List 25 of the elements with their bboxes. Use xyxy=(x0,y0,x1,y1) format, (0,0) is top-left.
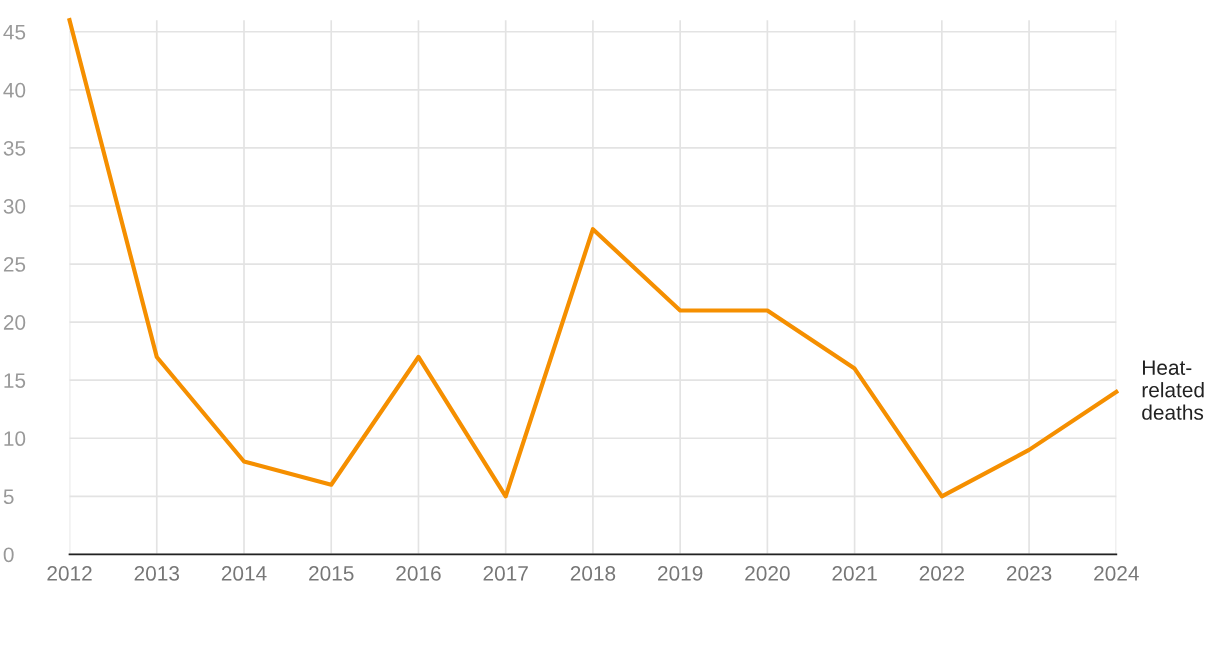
y-tick-label: 0 xyxy=(3,547,14,563)
x-tick-label: 2013 xyxy=(134,566,180,581)
x-tick-label: 2024 xyxy=(1094,566,1139,581)
y-tick-label: 40 xyxy=(3,82,26,98)
x-tick-label: 2016 xyxy=(396,566,441,581)
x-tick-label: 2018 xyxy=(570,566,616,581)
x-tick-label: 2023 xyxy=(1006,566,1052,581)
y-tick-label: 20 xyxy=(3,315,26,330)
y-tick-label: 30 xyxy=(3,198,26,214)
y-tick-label: 35 xyxy=(3,140,26,156)
line-series xyxy=(67,18,1119,499)
y-tick-label: 25 xyxy=(3,257,26,272)
y-tick-label: 45 xyxy=(3,24,26,40)
x-tick-label: 2021 xyxy=(832,566,877,581)
x-tick-label: 2015 xyxy=(309,566,354,581)
x-tick-label: 2017 xyxy=(483,566,528,581)
y-tick-label: 5 xyxy=(3,489,14,505)
x-tick-label: 2012 xyxy=(47,566,92,581)
x-tick-label: 2014 xyxy=(221,566,267,581)
x-tick-label: 2020 xyxy=(745,566,790,581)
series-label: Heat-related deaths xyxy=(1142,360,1204,420)
x-tick-label: 2022 xyxy=(919,566,964,581)
x-tick-label: 2019 xyxy=(658,566,703,581)
y-tick-label: 15 xyxy=(4,373,26,388)
y-tick-label: 10 xyxy=(4,431,26,447)
